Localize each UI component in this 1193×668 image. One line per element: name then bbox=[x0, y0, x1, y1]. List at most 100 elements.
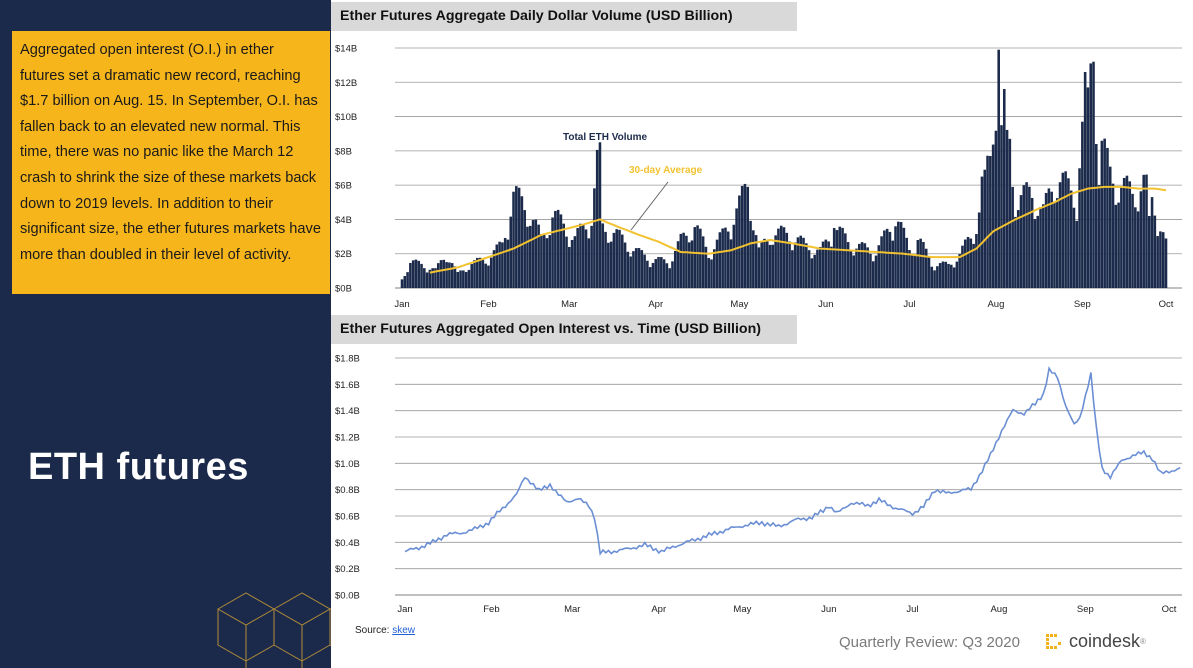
volume-bar bbox=[1033, 219, 1037, 288]
x-tick-label: Aug bbox=[987, 299, 1004, 310]
volume-bars bbox=[400, 49, 1168, 289]
volume-bar bbox=[983, 169, 987, 288]
volume-bar bbox=[871, 261, 875, 288]
volume-bar bbox=[1072, 207, 1076, 288]
volume-bar bbox=[1053, 202, 1056, 288]
volume-bar bbox=[1075, 220, 1079, 288]
volume-bar bbox=[950, 264, 953, 288]
volume-bar bbox=[434, 268, 437, 288]
volume-bar bbox=[609, 241, 613, 288]
volume-bar bbox=[1092, 61, 1095, 288]
volume-bar bbox=[699, 228, 702, 288]
volume-chart-x-axis: Jan Feb Mar Apr May Jun Jul Aug Sep Oct bbox=[394, 299, 1173, 310]
volume-bar bbox=[791, 250, 794, 288]
x-tick-label: Jun bbox=[818, 299, 833, 310]
volume-bar bbox=[476, 257, 479, 288]
volume-bar bbox=[1103, 138, 1106, 288]
volume-bar bbox=[749, 220, 752, 288]
volume-chart: $0B $2B $4B $6B $8B $10B $12B $14B Jan Feb Mar Apr… bbox=[335, 44, 1182, 310]
volume-bar bbox=[905, 237, 908, 288]
volume-bar bbox=[966, 236, 970, 288]
volume-bar bbox=[570, 239, 574, 288]
volume-bar bbox=[573, 236, 577, 288]
volume-bar bbox=[1131, 193, 1134, 288]
x-tick-label: Oct bbox=[1162, 604, 1177, 615]
x-tick-label: Apr bbox=[651, 604, 666, 615]
volume-bar bbox=[1145, 174, 1148, 288]
y-tick-label: $1.4B bbox=[335, 406, 360, 417]
volume-bar bbox=[1134, 207, 1137, 288]
volume-bar bbox=[548, 235, 552, 288]
volume-bar bbox=[1005, 129, 1009, 288]
volume-bar bbox=[1117, 202, 1120, 288]
coindesk-logo: coindesk ® bbox=[1044, 631, 1146, 652]
volume-bar bbox=[768, 244, 772, 288]
volume-bar bbox=[1078, 168, 1081, 288]
coindesk-mark-icon bbox=[1046, 633, 1061, 649]
volume-bar bbox=[961, 245, 964, 288]
volume-bar bbox=[818, 246, 822, 288]
y-tick-label: $0.0B bbox=[335, 591, 360, 602]
volume-bar bbox=[760, 241, 763, 288]
volume-bar bbox=[805, 243, 808, 288]
volume-bar bbox=[411, 260, 415, 288]
volume-bar bbox=[1028, 186, 1031, 288]
summary-callout: Aggregated open interest (O.I.) in ether… bbox=[12, 31, 330, 294]
volume-bar bbox=[682, 232, 685, 288]
y-tick-label: $0.4B bbox=[335, 538, 360, 549]
volume-bar bbox=[607, 242, 610, 288]
volume-bar bbox=[883, 230, 886, 288]
volume-bar bbox=[604, 231, 607, 288]
volume-bar bbox=[1125, 175, 1129, 288]
volume-bar bbox=[788, 241, 791, 288]
volume-bar bbox=[846, 242, 850, 288]
y-tick-label: $1.6B bbox=[335, 380, 360, 391]
volume-bar bbox=[1089, 63, 1092, 288]
y-tick-label: $0.8B bbox=[335, 485, 360, 496]
volume-bar bbox=[877, 245, 881, 288]
volume-bar bbox=[835, 230, 839, 288]
volume-bar bbox=[601, 223, 605, 288]
volume-bar bbox=[464, 271, 468, 288]
cube-pattern-decoration bbox=[216, 592, 331, 668]
volume-bar bbox=[590, 225, 593, 288]
volume-bar bbox=[651, 262, 655, 288]
volume-bar bbox=[629, 256, 632, 288]
volume-bar bbox=[687, 242, 691, 288]
volume-bar bbox=[1016, 210, 1020, 288]
volume-bar bbox=[403, 276, 407, 288]
volume-bar bbox=[1164, 238, 1168, 288]
source-link[interactable]: skew bbox=[392, 625, 416, 636]
volume-bar bbox=[977, 212, 981, 288]
volume-bar bbox=[855, 248, 858, 288]
volume-bar bbox=[1147, 216, 1151, 288]
volume-bar bbox=[827, 241, 830, 288]
volume-bar bbox=[891, 240, 895, 288]
volume-bar bbox=[885, 228, 889, 288]
volume-bar bbox=[919, 238, 922, 288]
volume-bar bbox=[757, 247, 761, 288]
volume-bar bbox=[986, 155, 989, 288]
open-interest-chart: $0.0B $0.2B $0.4B $0.6B $0.8B $1.0B $1.2B $1.4B… bbox=[335, 354, 1182, 615]
x-tick-label: Sep bbox=[1077, 604, 1094, 615]
average-annotation: 30-day Average bbox=[629, 165, 703, 176]
volume-bar bbox=[512, 191, 515, 288]
volume-bar bbox=[542, 233, 546, 288]
volume-bar bbox=[821, 241, 825, 288]
volume-bar bbox=[704, 246, 708, 288]
volume-bar bbox=[869, 253, 872, 288]
volume-bar bbox=[807, 250, 811, 288]
volume-bar bbox=[671, 261, 674, 288]
volume-bar bbox=[874, 255, 878, 288]
volume-bar bbox=[523, 210, 526, 288]
volume-bar bbox=[696, 225, 699, 288]
volume-bar bbox=[947, 263, 950, 288]
y-tick-label: $1.2B bbox=[335, 433, 360, 444]
volume-bar bbox=[832, 228, 836, 288]
volume-bar bbox=[930, 266, 934, 288]
volume-bar bbox=[972, 243, 975, 288]
volume-bar bbox=[1153, 215, 1157, 288]
x-tick-label: Jan bbox=[394, 299, 409, 310]
volume-bar bbox=[470, 264, 473, 288]
volume-bar bbox=[771, 244, 775, 288]
